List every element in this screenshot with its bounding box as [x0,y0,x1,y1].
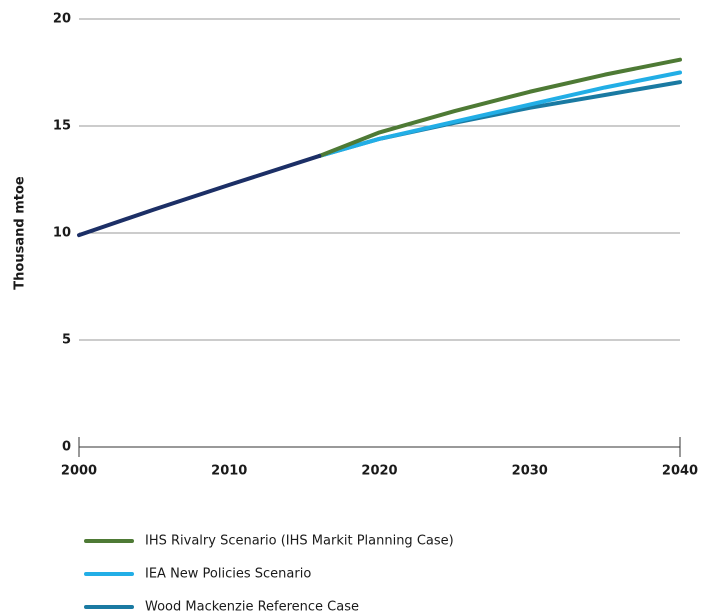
series-line [317,70,682,158]
legend-label: IHS Rivalry Scenario (IHS Markit Plannin… [145,534,454,549]
legend-label: IEA New Policies Scenario [145,567,311,582]
y-tick-label: 5 [62,333,71,348]
series-line [317,57,682,158]
series-line [77,153,322,238]
x-tick-label: 2030 [512,464,548,479]
legend-label: Wood Mackenzie Reference Case [145,600,359,613]
y-tick-label: 20 [53,12,71,27]
y-tick-label: 10 [53,226,71,241]
series-line [317,80,682,158]
y-tick-label: 0 [62,440,71,455]
y-axis-label: Thousand mtoe [13,176,28,290]
x-tick-label: 2020 [361,464,397,479]
y-tick-label: 15 [53,119,71,134]
x-tick-label: 2040 [662,464,698,479]
x-tick-label: 2000 [61,464,97,479]
x-tick-label: 2010 [211,464,247,479]
